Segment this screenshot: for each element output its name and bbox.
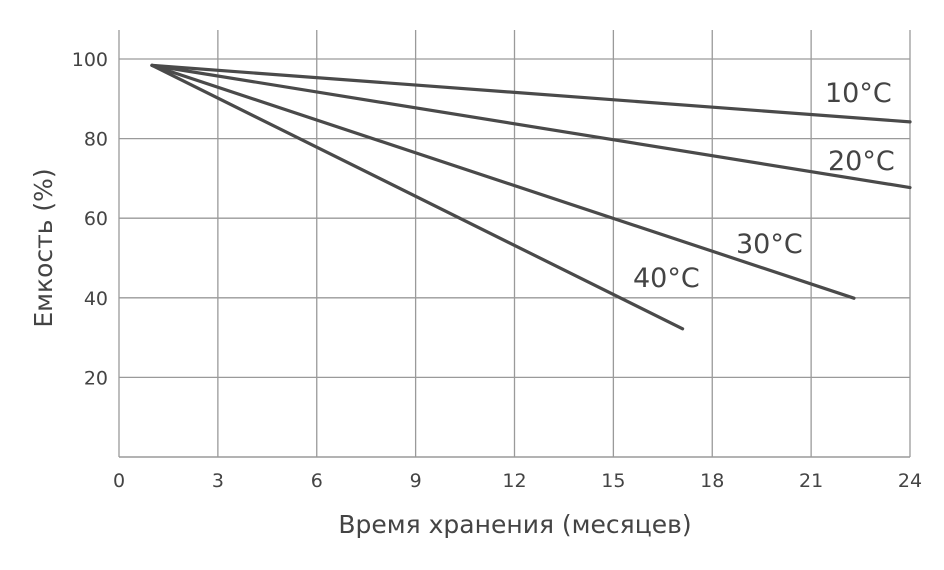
- series-lines: [150, 63, 912, 331]
- x-tick-label: 0: [113, 470, 125, 492]
- y-tick-label: 40: [84, 288, 108, 310]
- y-tick-label: 80: [84, 129, 108, 151]
- series-line-2: [150, 63, 912, 190]
- series-line-1: [150, 63, 912, 124]
- series-label: 40°C: [633, 263, 700, 294]
- series-line-3: [150, 63, 856, 300]
- x-tick-label: 21: [799, 470, 823, 492]
- series-label: 30°C: [736, 229, 803, 260]
- x-tick-label: 24: [898, 470, 922, 492]
- x-tick-label: 6: [311, 470, 323, 492]
- series-labels: 10°C 20°C 30°C 40°C: [633, 78, 895, 294]
- y-tick-label: 60: [84, 208, 108, 230]
- y-tick-label: 100: [72, 49, 108, 71]
- x-tick-label: 3: [212, 470, 224, 492]
- series-label: 10°C: [825, 78, 892, 109]
- tick-labels: 0 3 6 9 12 15 18 21 24 20 40 60 80 100: [72, 49, 922, 492]
- series-line-4: [150, 63, 685, 331]
- x-tick-label: 9: [410, 470, 422, 492]
- x-tick-label: 15: [601, 470, 625, 492]
- x-tick-label: 12: [502, 470, 526, 492]
- y-tick-label: 20: [84, 367, 108, 389]
- series-label: 20°C: [828, 146, 895, 177]
- x-tick-label: 18: [700, 470, 724, 492]
- x-axis-label: Время хранения (месяцев): [338, 510, 691, 539]
- y-axis-label: Емкость (%): [29, 168, 58, 327]
